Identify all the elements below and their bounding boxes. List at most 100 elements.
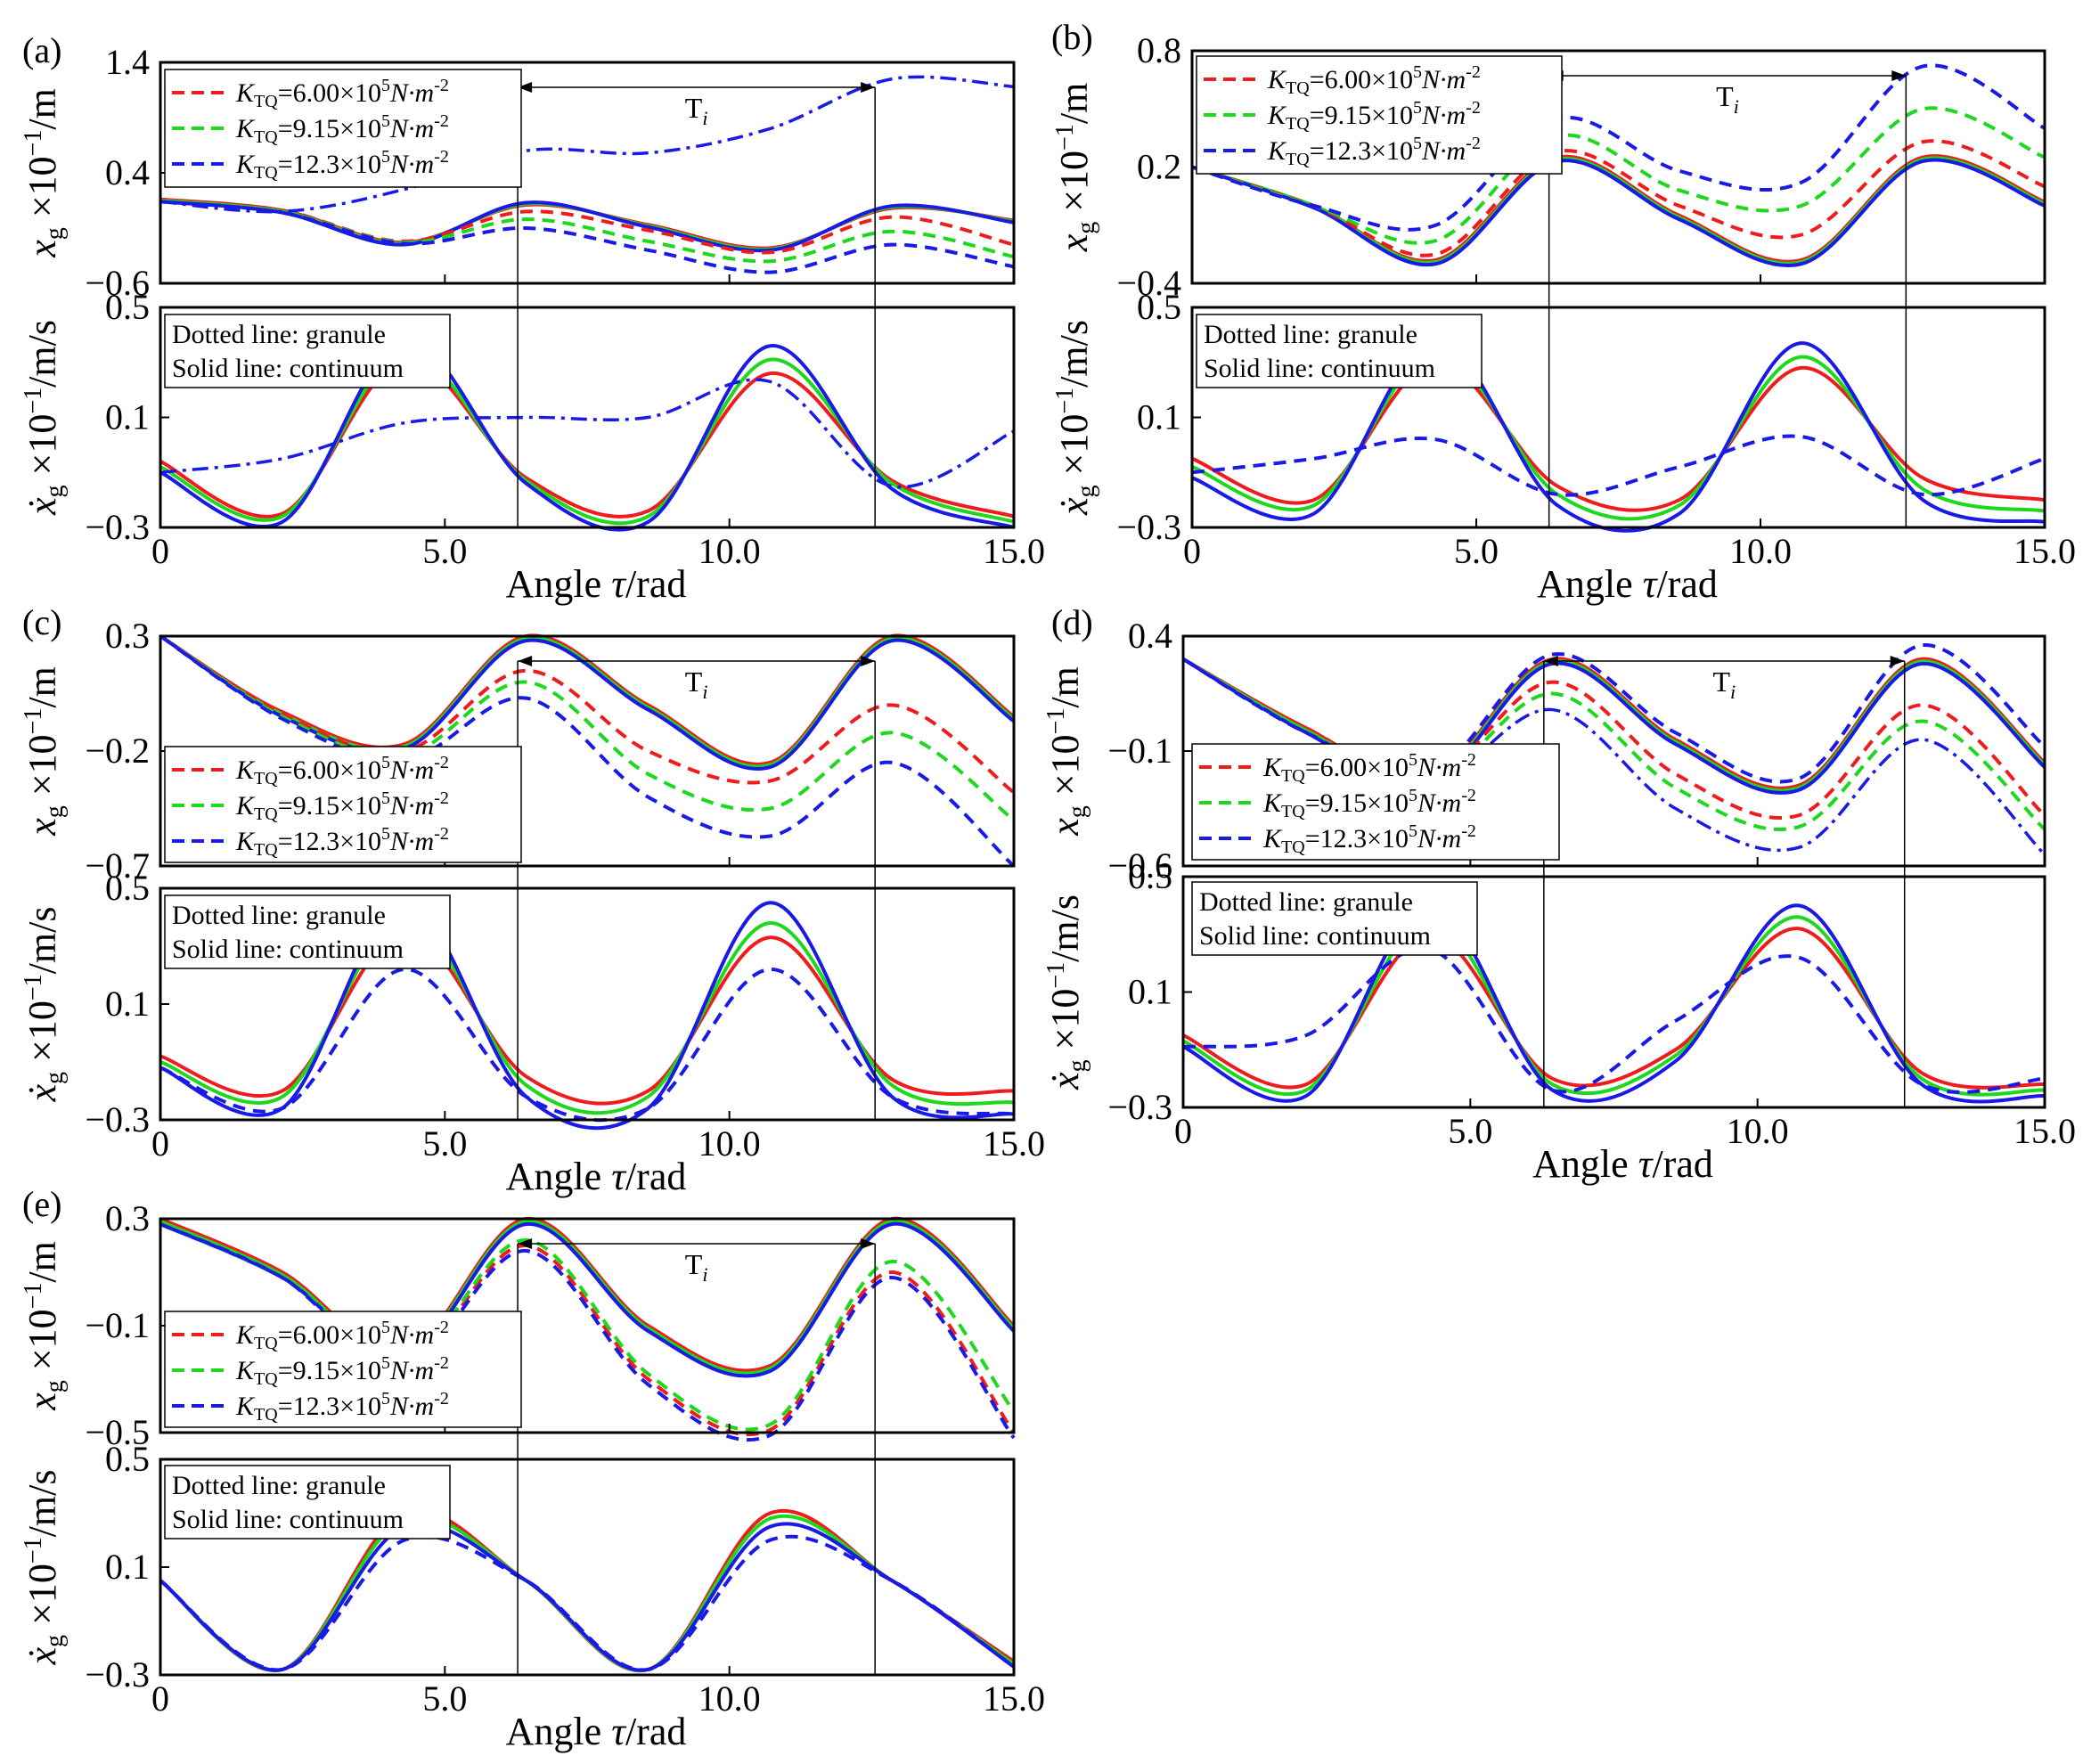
series-line: [1191, 339, 2046, 533]
legend-unit: N·m: [389, 150, 434, 179]
y-tick-label: 0.1: [105, 397, 150, 437]
legend-k: K: [1267, 65, 1287, 94]
x-tick-label: 5.0: [422, 1678, 467, 1719]
legend-k: K: [235, 114, 256, 143]
y-label-exp: −1: [1051, 124, 1079, 151]
x-tick-label: 0: [151, 1123, 169, 1164]
period-arrowhead: [518, 1238, 533, 1249]
y-tick-label: 1.4: [105, 42, 150, 82]
series-line: [1191, 63, 2046, 232]
note-box: [164, 894, 451, 969]
legend-sub: TQ: [254, 1334, 278, 1353]
period-arrowhead: [1543, 656, 1558, 666]
y-label-exp: −1: [20, 708, 47, 735]
legend-exp: 5: [381, 753, 390, 772]
y-tick-label: 0.3: [105, 1198, 150, 1238]
panel-label: (e): [22, 1184, 61, 1224]
legend-k: K: [1262, 824, 1283, 853]
legend-eq: =12.3×10: [1310, 136, 1413, 166]
legend-unit: N·m: [1417, 824, 1461, 853]
series-line: [1191, 158, 2046, 267]
legend-exp: 5: [1409, 750, 1417, 770]
series-line: [159, 634, 1016, 868]
y-label-exp: −1: [20, 1537, 47, 1564]
legend-sub: TQ: [254, 804, 278, 824]
y-label-var: x: [1043, 818, 1087, 837]
x-tick-label: 10.0: [698, 531, 761, 571]
legend-unitexp: -2: [1466, 98, 1481, 118]
legend-k: K: [235, 1320, 256, 1350]
y-tick-label: 0.4: [105, 152, 150, 192]
period-T: T: [685, 92, 703, 124]
x-tick-label: 10.0: [698, 1123, 761, 1164]
note-line: Dotted line: granule: [172, 1471, 386, 1500]
legend-eq: =12.3×10: [1305, 824, 1409, 853]
period-arrowhead: [861, 656, 876, 666]
y-tick-label: 0.5: [1128, 856, 1172, 896]
panel-label: (d): [1051, 602, 1093, 642]
period-label: Ti: [685, 1248, 708, 1286]
series-line: [1182, 903, 2046, 1104]
legend-k: K: [235, 1356, 256, 1385]
period-sub: i: [702, 681, 707, 703]
x-tick-label: 5.0: [1454, 531, 1499, 571]
x-label-main: Angle: [506, 1155, 612, 1198]
legend-exp: 5: [381, 76, 390, 95]
period-arrowhead: [1891, 70, 1907, 81]
y-label-exp: −1: [20, 130, 47, 157]
note-line: Solid line: continuum: [172, 1505, 404, 1534]
legend-unitexp: -2: [1461, 750, 1476, 770]
legend-entry: KTQ=9.15×105N·m-2: [235, 788, 449, 824]
x-tick-label: 15.0: [2014, 531, 2076, 571]
legend-k: K: [1262, 753, 1283, 782]
subplot-bottom: 0.5 0.1 −0.3 ẋg ×10−1/m/s: [20, 868, 1016, 1139]
y-label-var: x: [20, 1392, 64, 1411]
x-tick-label: 0: [1183, 531, 1201, 571]
subplot-bottom: 0.5 0.1 −0.3 ẋg ×10−1/m/s: [20, 1439, 1016, 1695]
period-label: Ti: [685, 92, 708, 129]
y-label-mid: ×10: [20, 1000, 64, 1072]
legend-sub: TQ: [1281, 766, 1305, 786]
legend-box: [164, 69, 522, 188]
legend-eq: =6.00×10: [278, 755, 381, 785]
legend-unit: N·m: [1417, 753, 1461, 782]
subplot-top: 0.3 −0.2 −0.7 xg ×10−1/m: [20, 616, 1016, 886]
y-tick-label: −0.3: [85, 507, 150, 547]
legend-sub: TQ: [1281, 802, 1305, 821]
x-tick-label: 15.0: [983, 1678, 1045, 1719]
legend-exp: 5: [381, 1389, 390, 1409]
period-arrowhead: [518, 656, 533, 666]
series-line: [159, 967, 1015, 1123]
x-axis-label: Angle τ/rad: [506, 1155, 687, 1198]
series-line: [159, 378, 1015, 489]
legend-k: K: [235, 791, 256, 821]
note-box: [164, 314, 451, 388]
period-label: Ti: [1716, 80, 1739, 118]
legend-exp: 5: [381, 147, 390, 167]
legend-k: K: [1262, 788, 1283, 818]
legend-entry: KTQ=12.3×105N·m-2: [1262, 821, 1476, 857]
x-label-main: Angle: [1532, 1142, 1638, 1186]
legend-exp: 5: [1409, 821, 1417, 841]
legend-k: K: [235, 150, 256, 179]
y-label-var: ẋ: [20, 1646, 64, 1665]
y-axis-label: xg ×10−1/m: [20, 1241, 69, 1411]
y-label-unit: /m: [20, 88, 64, 129]
note-line: Dotted line: granule: [1204, 320, 1417, 349]
x-label-main: Angle: [506, 562, 612, 606]
legend-unitexp: -2: [434, 824, 449, 844]
x-tick-label: 15.0: [2014, 1111, 2076, 1151]
y-label-exp: −1: [20, 974, 47, 1000]
legend-unit: N·m: [389, 78, 434, 108]
y-label-sub: g: [1073, 222, 1100, 234]
y-label-sub: g: [41, 1380, 69, 1392]
series-line: [1182, 946, 2046, 1094]
legend-unit: N·m: [1421, 101, 1466, 130]
series-line: [159, 901, 1015, 1131]
y-axis-label: ẋg ×10−1/m/s: [20, 907, 69, 1103]
subplot-bottom: 0.5 0.1 −0.3 ẋg ×10−1/m/s: [1042, 856, 2046, 1127]
y-tick-label: −0.3: [1116, 507, 1181, 547]
legend-eq: =9.15×10: [278, 1356, 381, 1385]
x-label-unit: /rad: [1656, 562, 1717, 606]
period-label: Ti: [685, 666, 708, 703]
